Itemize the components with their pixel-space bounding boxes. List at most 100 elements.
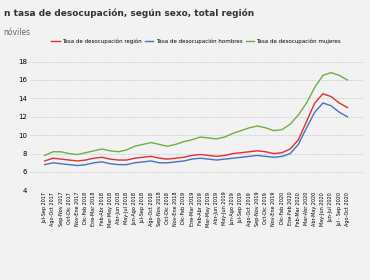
Tasa de desocupación región bbox=[124, 158, 129, 162]
Tasa de desocupación región bbox=[43, 159, 47, 163]
Tasa de desocupación hombres bbox=[231, 157, 235, 160]
Tasa de desocupación región bbox=[206, 154, 211, 157]
Tasa de desocupación región bbox=[247, 150, 252, 153]
Tasa de desocupación mujeres bbox=[149, 141, 153, 144]
Tasa de desocupación región bbox=[59, 157, 63, 161]
Tasa de desocupación hombres bbox=[222, 157, 227, 161]
Tasa de desocupación región bbox=[165, 157, 170, 161]
Tasa de desocupación mujeres bbox=[51, 150, 55, 153]
Tasa de desocupación hombres bbox=[296, 143, 300, 146]
Tasa de desocupación mujeres bbox=[263, 126, 268, 130]
Tasa de desocupación región bbox=[75, 159, 80, 163]
Tasa de desocupación región bbox=[157, 157, 161, 160]
Tasa de desocupación región bbox=[198, 153, 202, 156]
Tasa de desocupación hombres bbox=[182, 159, 186, 163]
Tasa de desocupación hombres bbox=[239, 156, 243, 159]
Tasa de desocupación región bbox=[67, 158, 71, 162]
Tasa de desocupación mujeres bbox=[296, 113, 300, 117]
Tasa de desocupación región bbox=[51, 157, 55, 160]
Text: n tasa de desocupación, según sexo, total región: n tasa de desocupación, según sexo, tota… bbox=[4, 8, 254, 18]
Tasa de desocupación mujeres bbox=[280, 128, 284, 131]
Tasa de desocupación hombres bbox=[247, 155, 252, 158]
Tasa de desocupación hombres bbox=[255, 154, 260, 157]
Tasa de desocupación hombres bbox=[51, 161, 55, 164]
Tasa de desocupación hombres bbox=[321, 101, 325, 105]
Tasa de desocupación hombres bbox=[132, 161, 137, 164]
Tasa de desocupación hombres bbox=[288, 152, 292, 155]
Tasa de desocupación región bbox=[263, 150, 268, 153]
Tasa de desocupación mujeres bbox=[67, 152, 71, 155]
Tasa de desocupación mujeres bbox=[313, 86, 317, 89]
Tasa de desocupación mujeres bbox=[174, 143, 178, 146]
Tasa de desocupación región bbox=[239, 151, 243, 154]
Tasa de desocupación región bbox=[100, 156, 104, 159]
Tasa de desocupación hombres bbox=[190, 157, 194, 161]
Tasa de desocupación mujeres bbox=[198, 135, 202, 139]
Tasa de desocupación mujeres bbox=[141, 143, 145, 146]
Tasa de desocupación región bbox=[149, 155, 153, 158]
Tasa de desocupación mujeres bbox=[288, 122, 292, 126]
Tasa de desocupación hombres bbox=[43, 163, 47, 166]
Tasa de desocupación región bbox=[92, 157, 96, 160]
Tasa de desocupación mujeres bbox=[165, 144, 170, 148]
Tasa de desocupación mujeres bbox=[190, 138, 194, 141]
Tasa de desocupación región bbox=[255, 149, 260, 153]
Tasa de desocupación mujeres bbox=[321, 74, 325, 77]
Tasa de desocupación región bbox=[313, 101, 317, 105]
Tasa de desocupación hombres bbox=[124, 163, 129, 166]
Tasa de desocupación hombres bbox=[116, 163, 121, 166]
Tasa de desocupación hombres bbox=[83, 163, 88, 166]
Tasa de desocupación región bbox=[141, 156, 145, 159]
Tasa de desocupación región bbox=[345, 106, 350, 109]
Tasa de desocupación hombres bbox=[305, 126, 309, 130]
Tasa de desocupación mujeres bbox=[222, 135, 227, 139]
Tasa de desocupación hombres bbox=[198, 157, 202, 160]
Tasa de desocupación mujeres bbox=[239, 129, 243, 132]
Tasa de desocupación región bbox=[305, 120, 309, 123]
Tasa de desocupación región bbox=[214, 155, 219, 158]
Tasa de desocupación hombres bbox=[345, 115, 350, 118]
Tasa de desocupación mujeres bbox=[272, 129, 276, 132]
Tasa de desocupación mujeres bbox=[214, 137, 219, 141]
Tasa de desocupación mujeres bbox=[83, 151, 88, 154]
Tasa de desocupación hombres bbox=[313, 111, 317, 114]
Line: Tasa de desocupación región: Tasa de desocupación región bbox=[45, 94, 347, 161]
Tasa de desocupación mujeres bbox=[124, 148, 129, 151]
Text: nóviles: nóviles bbox=[4, 28, 31, 37]
Tasa de desocupación mujeres bbox=[92, 149, 96, 153]
Tasa de desocupación hombres bbox=[263, 155, 268, 158]
Tasa de desocupación hombres bbox=[337, 111, 342, 114]
Tasa de desocupación mujeres bbox=[329, 71, 333, 74]
Tasa de desocupación hombres bbox=[59, 162, 63, 165]
Tasa de desocupación hombres bbox=[174, 160, 178, 164]
Tasa de desocupación mujeres bbox=[255, 124, 260, 128]
Tasa de desocupación región bbox=[329, 95, 333, 98]
Tasa de desocupación mujeres bbox=[43, 154, 47, 157]
Line: Tasa de desocupación mujeres: Tasa de desocupación mujeres bbox=[45, 73, 347, 155]
Tasa de desocupación mujeres bbox=[132, 144, 137, 148]
Tasa de desocupación hombres bbox=[329, 104, 333, 108]
Tasa de desocupación mujeres bbox=[337, 74, 342, 77]
Tasa de desocupación región bbox=[116, 158, 121, 162]
Tasa de desocupación hombres bbox=[92, 161, 96, 164]
Tasa de desocupación región bbox=[296, 138, 300, 141]
Tasa de desocupación mujeres bbox=[157, 143, 161, 146]
Tasa de desocupación región bbox=[108, 157, 112, 161]
Tasa de desocupación hombres bbox=[272, 156, 276, 159]
Legend: Tasa de desocupación región, Tasa de desocupación hombres, Tasa de desocupación : Tasa de desocupación región, Tasa de des… bbox=[49, 36, 343, 46]
Tasa de desocupación región bbox=[222, 154, 227, 157]
Tasa de desocupación mujeres bbox=[100, 147, 104, 151]
Tasa de desocupación hombres bbox=[280, 155, 284, 158]
Tasa de desocupación mujeres bbox=[231, 132, 235, 135]
Tasa de desocupación hombres bbox=[108, 162, 112, 165]
Tasa de desocupación región bbox=[288, 147, 292, 151]
Tasa de desocupación región bbox=[83, 158, 88, 162]
Tasa de desocupación hombres bbox=[214, 158, 219, 162]
Tasa de desocupación hombres bbox=[75, 164, 80, 167]
Line: Tasa de desocupación hombres: Tasa de desocupación hombres bbox=[45, 103, 347, 165]
Tasa de desocupación mujeres bbox=[182, 140, 186, 143]
Tasa de desocupación hombres bbox=[165, 161, 170, 164]
Tasa de desocupación hombres bbox=[149, 159, 153, 163]
Tasa de desocupación región bbox=[190, 154, 194, 157]
Tasa de desocupación región bbox=[272, 152, 276, 155]
